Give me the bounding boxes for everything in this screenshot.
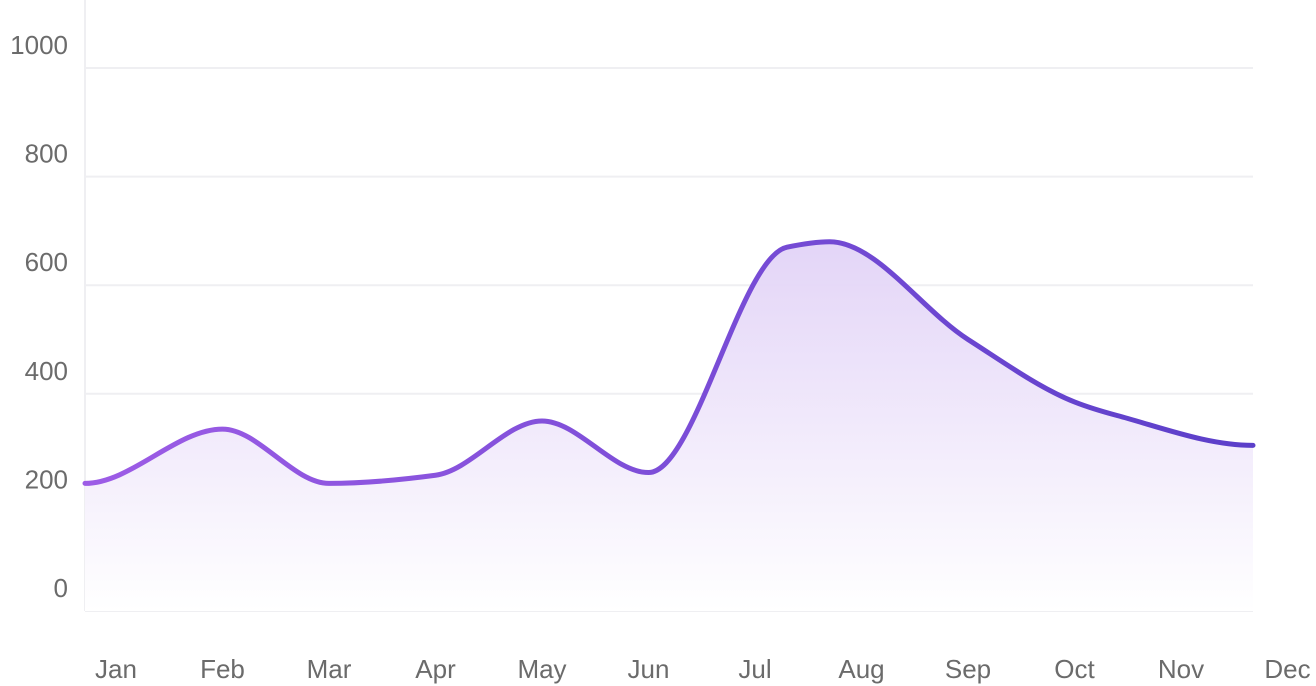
x-tick-label: Jun (628, 654, 670, 684)
x-tick-label: Jul (738, 654, 771, 684)
x-tick-label: Oct (1054, 654, 1095, 684)
series-area (85, 241, 1253, 611)
x-tick-label: Sep (945, 654, 991, 684)
x-tick-label: Dec (1264, 654, 1310, 684)
series-line (82, 239, 1256, 486)
y-tick-label: 1000 (10, 30, 68, 60)
y-tick-label: 400 (25, 356, 68, 386)
x-tick-label: Mar (307, 654, 352, 684)
x-tick-label: Apr (415, 654, 456, 684)
x-tick-label: Jan (95, 654, 137, 684)
x-tick-label: Nov (1158, 654, 1204, 684)
x-axis-ticks: Jan Feb Mar Apr May Jun Jul Aug Sep Oct Nov Dec (95, 654, 1311, 684)
x-tick-label: Feb (200, 654, 245, 684)
x-tick-label: May (517, 654, 566, 684)
y-tick-label: 800 (25, 139, 68, 169)
x-tick-label: Aug (838, 654, 884, 684)
y-tick-label: 200 (25, 464, 68, 494)
y-tick-label: 600 (25, 247, 68, 277)
y-tick-label: 0 (54, 573, 68, 603)
y-axis-ticks: 0 200 400 600 800 1000 (10, 30, 68, 603)
series (82, 239, 1256, 611)
